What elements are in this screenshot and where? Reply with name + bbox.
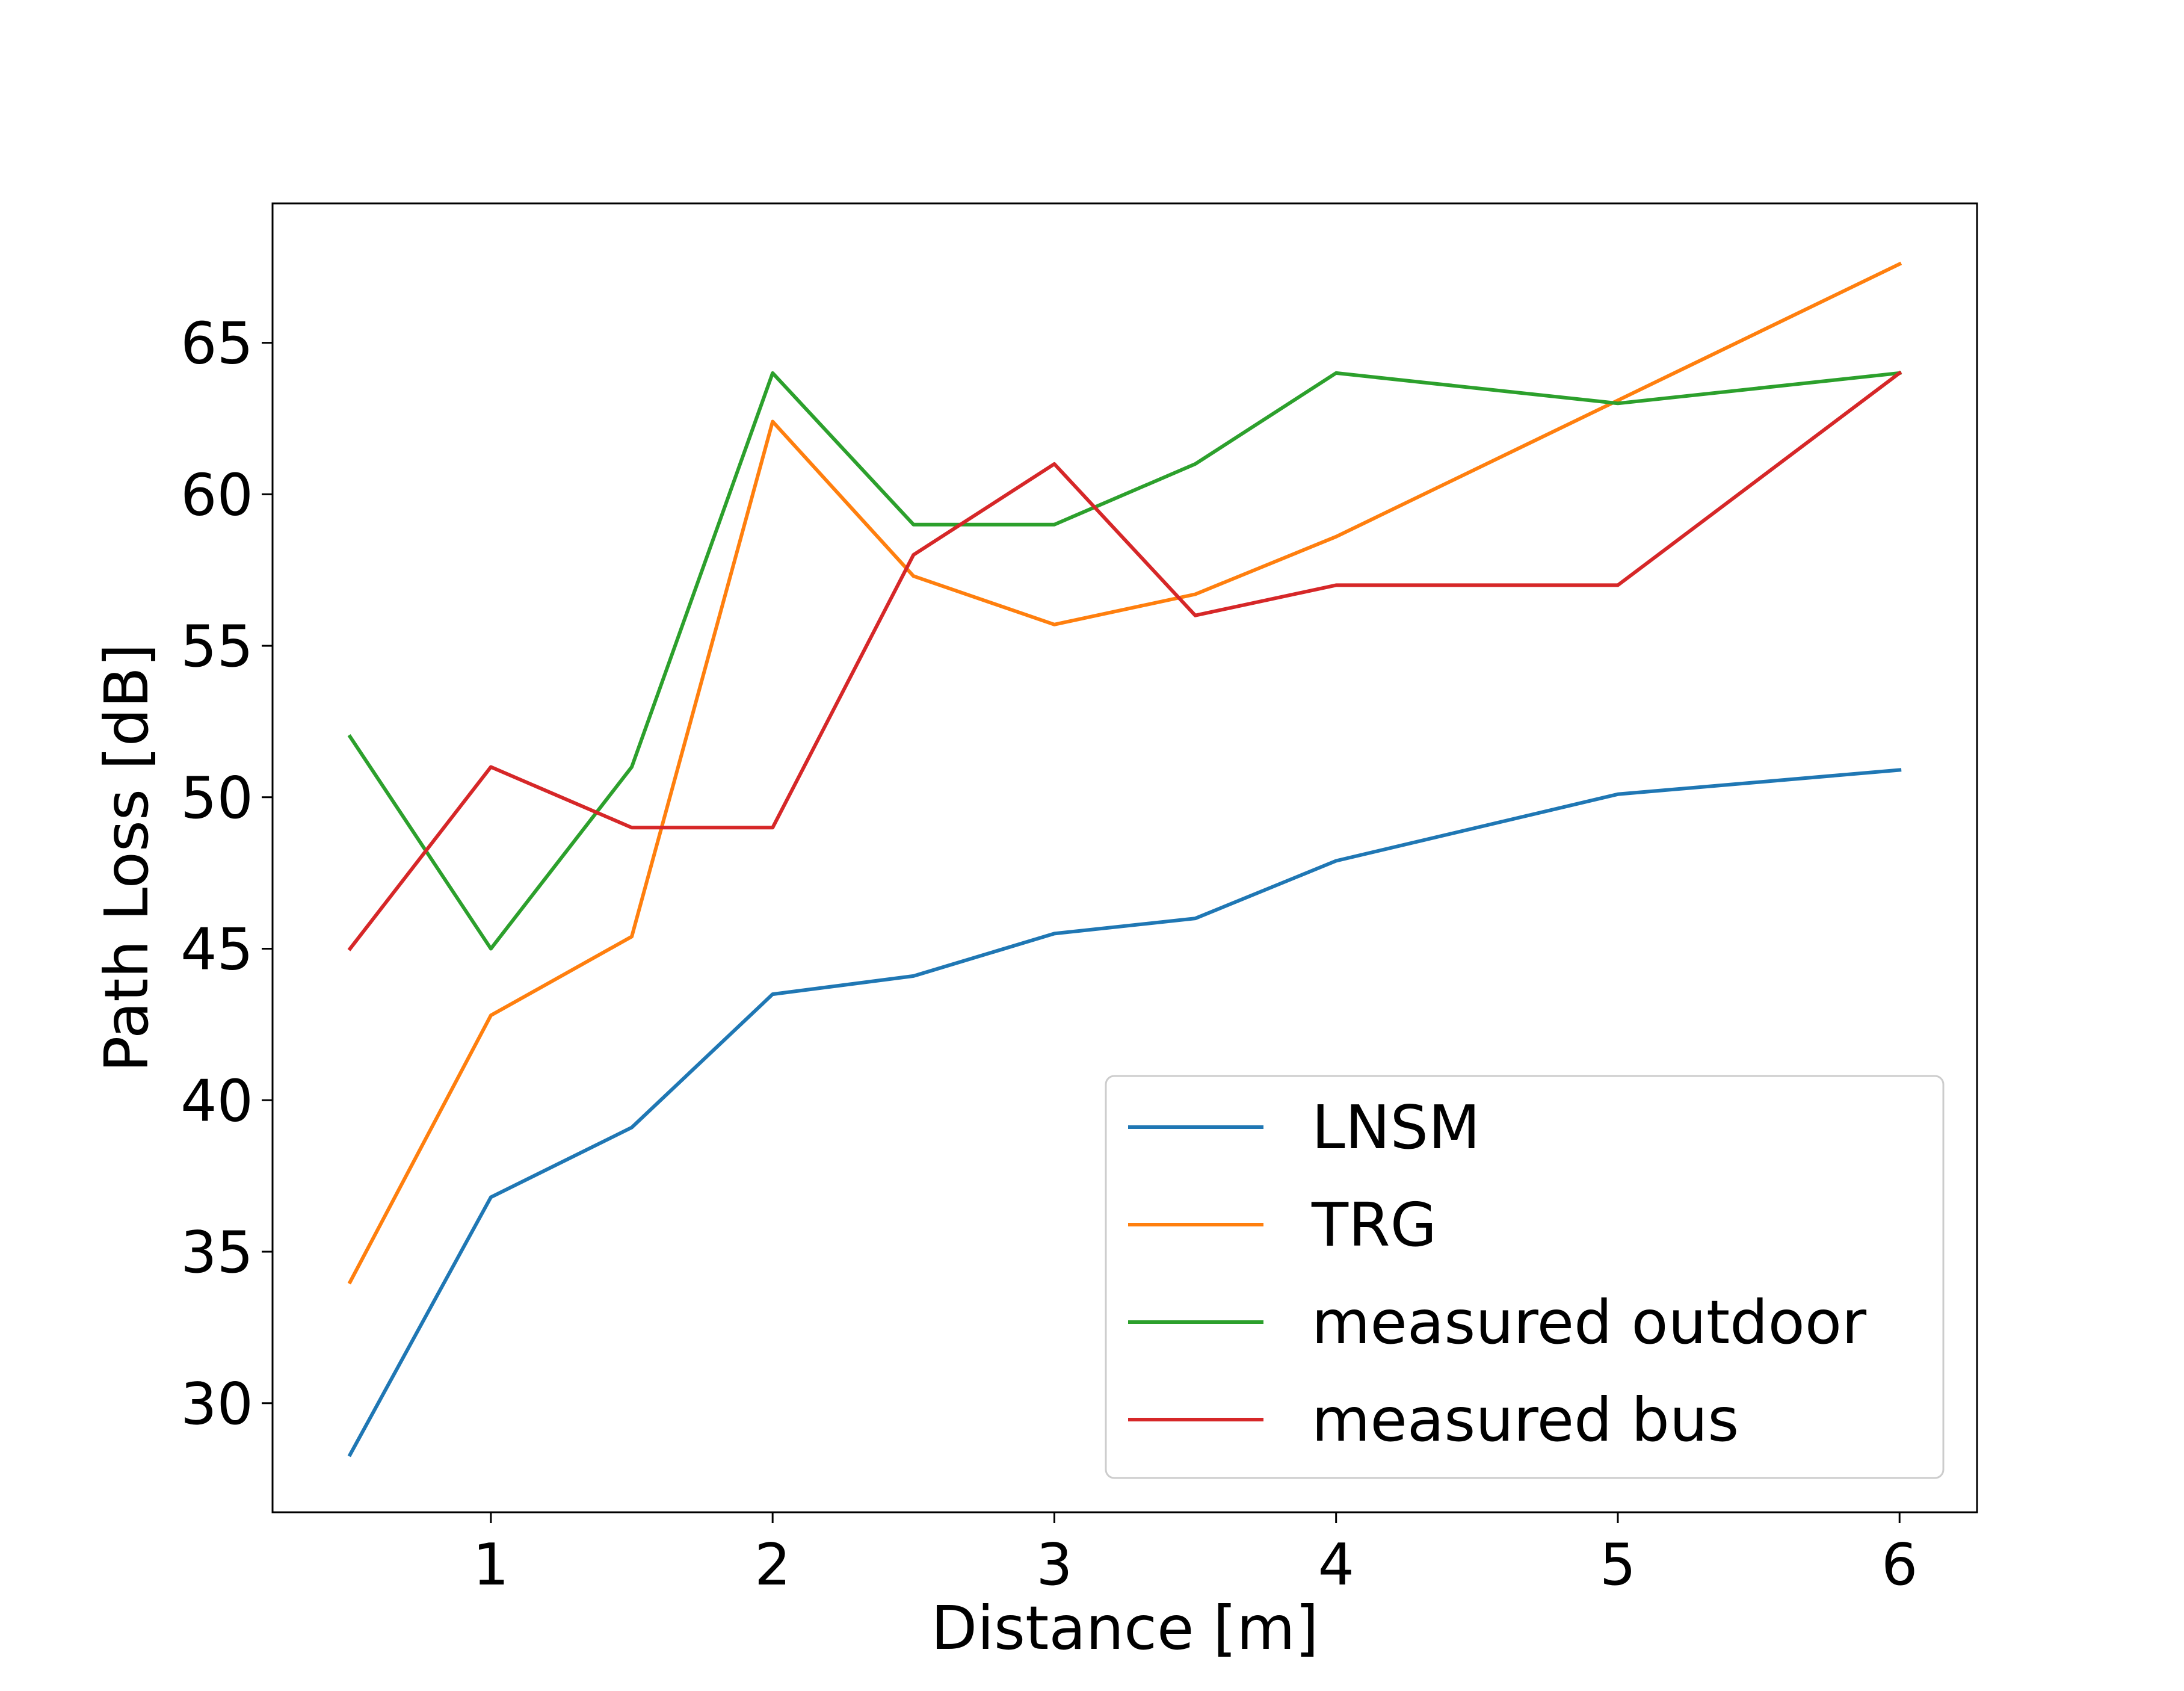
x-tick-label: 6: [1881, 1532, 1917, 1598]
y-tick-label: 30: [180, 1371, 253, 1438]
y-tick-label: 35: [180, 1220, 253, 1286]
x-tick-label: 2: [754, 1532, 791, 1598]
plot-area-frame: [271, 202, 1978, 1513]
series-line-1: [347, 261, 1902, 1285]
y-tick-label: 55: [180, 614, 253, 680]
x-tick-label: 5: [1600, 1532, 1636, 1598]
y-tick-label: 60: [180, 462, 253, 528]
x-tick-label: 4: [1318, 1532, 1354, 1598]
x-tick-label: 3: [1036, 1532, 1072, 1598]
y-axis-title: Path Loss [dB]: [91, 643, 162, 1072]
legend: LNSM TRG measured outdoor measured bus: [1105, 1075, 1945, 1479]
legend-label-1: TRG: [1311, 1190, 1437, 1260]
y-tick-label: 65: [180, 311, 253, 377]
legend-label-2: measured outdoor: [1312, 1287, 1867, 1358]
x-tick-label: 1: [473, 1532, 509, 1598]
y-tick-label: 45: [180, 917, 253, 983]
legend-label-0: LNSM: [1312, 1092, 1480, 1163]
series-line-3: [347, 370, 1902, 951]
legend-box: [1105, 1075, 1945, 1479]
x-axis: 1 2 3 4 5 6: [473, 1512, 1917, 1598]
series-layer: [347, 261, 1902, 1458]
y-axis: 30 35 40 45 50 55 60 65: [180, 311, 273, 1438]
series-line-2: [347, 371, 1902, 951]
x-axis-title: Distance [m]: [931, 1593, 1318, 1663]
series-line-0: [347, 768, 1902, 1458]
y-tick-label: 50: [180, 765, 253, 832]
y-tick-label: 40: [180, 1068, 253, 1134]
legend-label-3: measured bus: [1312, 1385, 1739, 1455]
